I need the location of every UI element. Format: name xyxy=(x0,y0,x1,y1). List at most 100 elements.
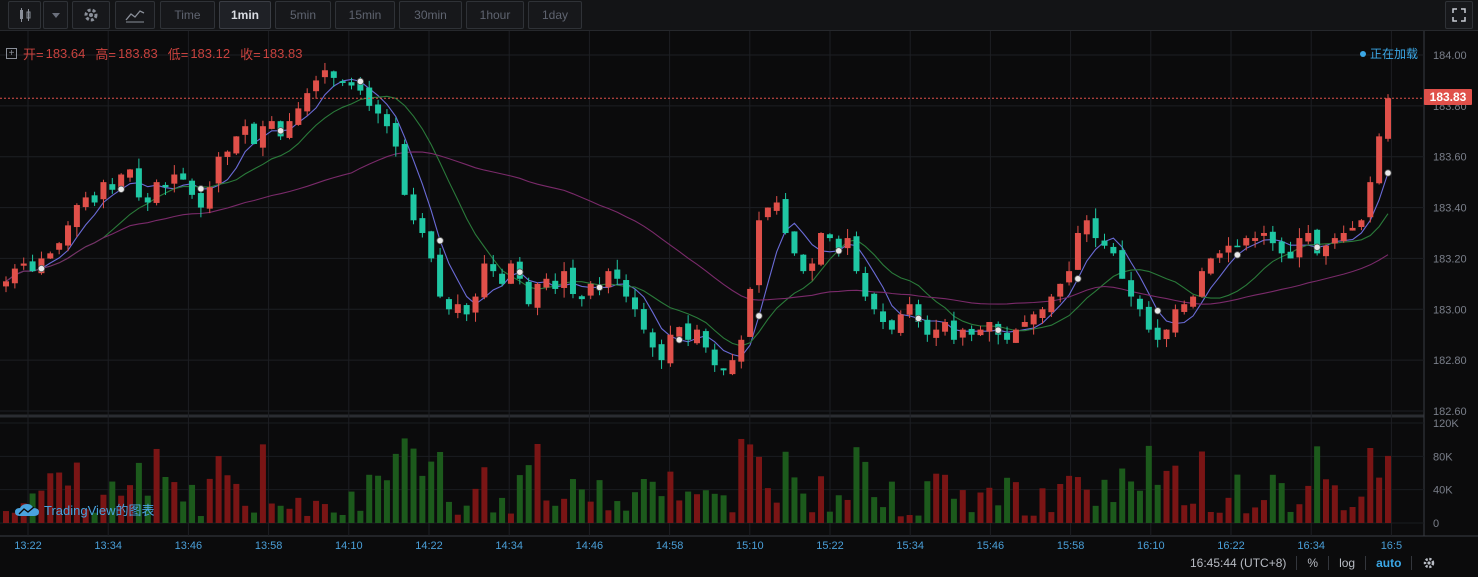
volume-bar xyxy=(1039,488,1046,523)
candle-body xyxy=(1136,298,1143,310)
candle-body xyxy=(888,320,895,330)
candle-body xyxy=(215,156,222,184)
price-tick-label: 183.00 xyxy=(1433,304,1467,316)
volume-bar xyxy=(38,490,45,523)
candlestick-icon[interactable] xyxy=(8,1,41,29)
candle-body xyxy=(711,349,718,366)
volume-bar xyxy=(1012,482,1019,523)
moving-average-line xyxy=(5,151,1389,305)
candle-body xyxy=(392,123,399,147)
volume-bar xyxy=(1216,512,1223,523)
candle-body xyxy=(1172,309,1179,333)
timeframe-15min[interactable]: 15min xyxy=(335,1,395,29)
price-chart[interactable]: 184.00183.80183.60183.40183.20183.00182.… xyxy=(0,31,1478,551)
volume-bar xyxy=(1269,474,1276,523)
candle-body xyxy=(1021,322,1028,327)
volume-bar xyxy=(587,501,594,523)
gear-icon[interactable] xyxy=(72,1,110,29)
timeframe-1min[interactable]: 1min xyxy=(219,1,271,29)
volume-bar xyxy=(1145,445,1152,523)
candle-body xyxy=(631,297,638,310)
signal-marker xyxy=(1384,169,1392,177)
time-tick-label: 14:46 xyxy=(576,540,604,551)
settings-gear-icon[interactable] xyxy=(1422,556,1436,570)
volume-bar xyxy=(118,495,125,523)
timeframe-time[interactable]: Time xyxy=(160,1,215,29)
percent-toggle[interactable]: % xyxy=(1307,556,1319,570)
cloud-logo-icon xyxy=(15,503,39,516)
signal-marker xyxy=(1154,307,1162,315)
tradingview-watermark[interactable]: TradingView的图表 xyxy=(14,500,155,519)
volume-bar xyxy=(968,512,975,523)
volume-bar xyxy=(428,461,435,523)
candle-body xyxy=(773,202,780,211)
log-toggle[interactable]: log xyxy=(1339,556,1356,570)
bottom-bar: 16:45:44 (UTC+8) % log auto xyxy=(1190,551,1436,575)
volume-tick-label: 80K xyxy=(1433,451,1453,463)
volume-bar xyxy=(1057,483,1064,523)
timeframe-1hour[interactable]: 1hour xyxy=(466,1,524,29)
volume-bar xyxy=(756,456,763,523)
volume-bar xyxy=(826,511,833,523)
volume-bar xyxy=(82,509,89,523)
loading-status: 正在加载 xyxy=(1359,45,1418,62)
volume-bar xyxy=(259,444,266,523)
candle-body xyxy=(1198,271,1205,297)
fullscreen-icon[interactable] xyxy=(1445,1,1473,29)
volume-bar xyxy=(1225,497,1232,523)
candle-body xyxy=(135,168,142,198)
chart-type-dropdown[interactable] xyxy=(43,1,68,29)
volume-bar xyxy=(375,475,382,523)
candle-body xyxy=(1190,296,1197,307)
volume-bar xyxy=(357,510,364,523)
candle-body xyxy=(206,187,213,209)
candle-body xyxy=(339,81,346,83)
candle-body xyxy=(73,205,80,228)
auto-toggle[interactable]: auto xyxy=(1376,556,1402,570)
candle-body xyxy=(1234,245,1241,248)
timeframe-1day[interactable]: 1day xyxy=(528,1,582,29)
candle-body xyxy=(871,293,878,310)
candle-body xyxy=(862,273,869,297)
volume-bar xyxy=(888,481,895,523)
volume-bar xyxy=(144,495,151,523)
volume-bar xyxy=(915,515,922,523)
volume-bar xyxy=(295,497,302,523)
signal-marker xyxy=(1074,275,1082,283)
volume-bar xyxy=(986,487,993,523)
timeframe-5min[interactable]: 5min xyxy=(275,1,331,29)
candle-body xyxy=(658,344,665,361)
time-tick-label: 14:58 xyxy=(656,540,684,551)
volume-bar xyxy=(401,438,408,523)
timeframe-30min[interactable]: 30min xyxy=(399,1,462,29)
volume-tick-label: 0 xyxy=(1433,518,1439,530)
candle-body xyxy=(853,236,860,272)
volume-bar xyxy=(1243,513,1250,523)
candle-body xyxy=(383,114,390,127)
candle-body xyxy=(756,220,763,286)
candle-body xyxy=(1305,233,1312,242)
candle-body xyxy=(20,263,27,266)
volume-bar xyxy=(454,514,461,523)
volume-bar xyxy=(773,502,780,523)
candle-body xyxy=(1278,241,1285,254)
candle-body xyxy=(676,327,683,337)
volume-bar xyxy=(233,483,240,523)
candle-body xyxy=(437,254,444,297)
volume-bar xyxy=(1331,485,1338,523)
volume-bar xyxy=(330,512,337,523)
candle-body xyxy=(764,207,771,218)
volume-bar xyxy=(1004,477,1011,523)
indicators-icon[interactable] xyxy=(115,1,155,29)
candle-body xyxy=(375,104,382,114)
signal-marker xyxy=(835,247,843,255)
time-tick-label: 14:34 xyxy=(495,540,523,551)
time-tick-label: 14:22 xyxy=(415,540,443,551)
candle-body xyxy=(286,121,293,138)
candle-body xyxy=(100,182,107,200)
candle-body xyxy=(295,108,302,125)
volume-bar xyxy=(880,507,887,523)
expand-legend-icon[interactable]: + xyxy=(6,48,17,59)
candle-body xyxy=(569,267,576,295)
candle-body xyxy=(224,151,231,157)
